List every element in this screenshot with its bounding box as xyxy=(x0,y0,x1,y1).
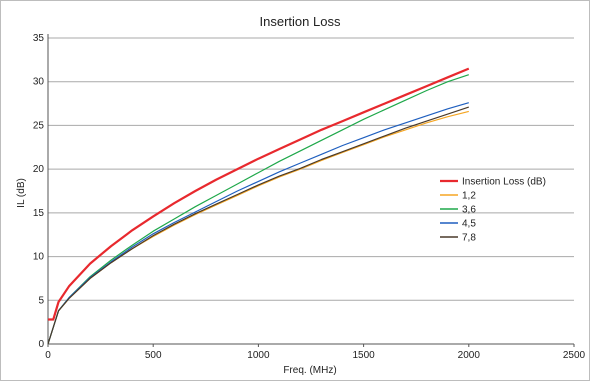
series-line-2 xyxy=(47,110,469,345)
x-tick-label: 1000 xyxy=(247,350,270,361)
legend-label: 3,6 xyxy=(462,205,476,216)
y-tick-label: 25 xyxy=(33,120,45,131)
series-line-1 xyxy=(48,67,470,321)
series-line-3 xyxy=(47,74,469,345)
legend-label: 4,5 xyxy=(462,219,476,230)
legend-label: Insertion Loss (dB) xyxy=(462,177,546,188)
y-tick-label: 15 xyxy=(33,208,45,219)
y-tick-label: 0 xyxy=(38,339,44,350)
y-tick-label: 10 xyxy=(33,252,45,263)
y-tick-label: 35 xyxy=(33,33,45,44)
series-lines xyxy=(47,67,470,345)
x-axis-label: Freq. (MHz) xyxy=(283,365,336,376)
legend-label: 1,2 xyxy=(462,191,476,202)
y-tick-label: 30 xyxy=(33,77,45,88)
x-tick-label: 500 xyxy=(145,350,162,361)
x-tick-labels: 0 500 1000 1500 2000 2500 xyxy=(45,344,586,361)
grid-lines xyxy=(48,37,574,301)
x-tick-label: 0 xyxy=(45,350,51,361)
y-tick-label: 5 xyxy=(38,295,44,306)
x-tick-label: 2500 xyxy=(563,350,586,361)
legend: Insertion Loss (dB) 1,2 3,6 4,5 7,8 xyxy=(440,177,546,244)
series-line-4 xyxy=(47,102,469,345)
y-tick-label: 20 xyxy=(33,164,45,175)
y-tick-labels: 0 5 10 15 20 25 30 35 xyxy=(33,33,45,350)
x-tick-label: 2000 xyxy=(458,350,481,361)
series-line-5 xyxy=(47,106,469,345)
axes xyxy=(47,34,574,345)
x-tick-label: 1500 xyxy=(352,350,375,361)
chart-title: Insertion Loss xyxy=(260,14,341,29)
legend-label: 7,8 xyxy=(462,233,476,244)
y-axis-label: IL (dB) xyxy=(16,178,27,208)
